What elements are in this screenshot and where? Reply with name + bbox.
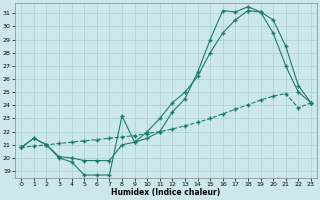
X-axis label: Humidex (Indice chaleur): Humidex (Indice chaleur) (111, 188, 221, 197)
